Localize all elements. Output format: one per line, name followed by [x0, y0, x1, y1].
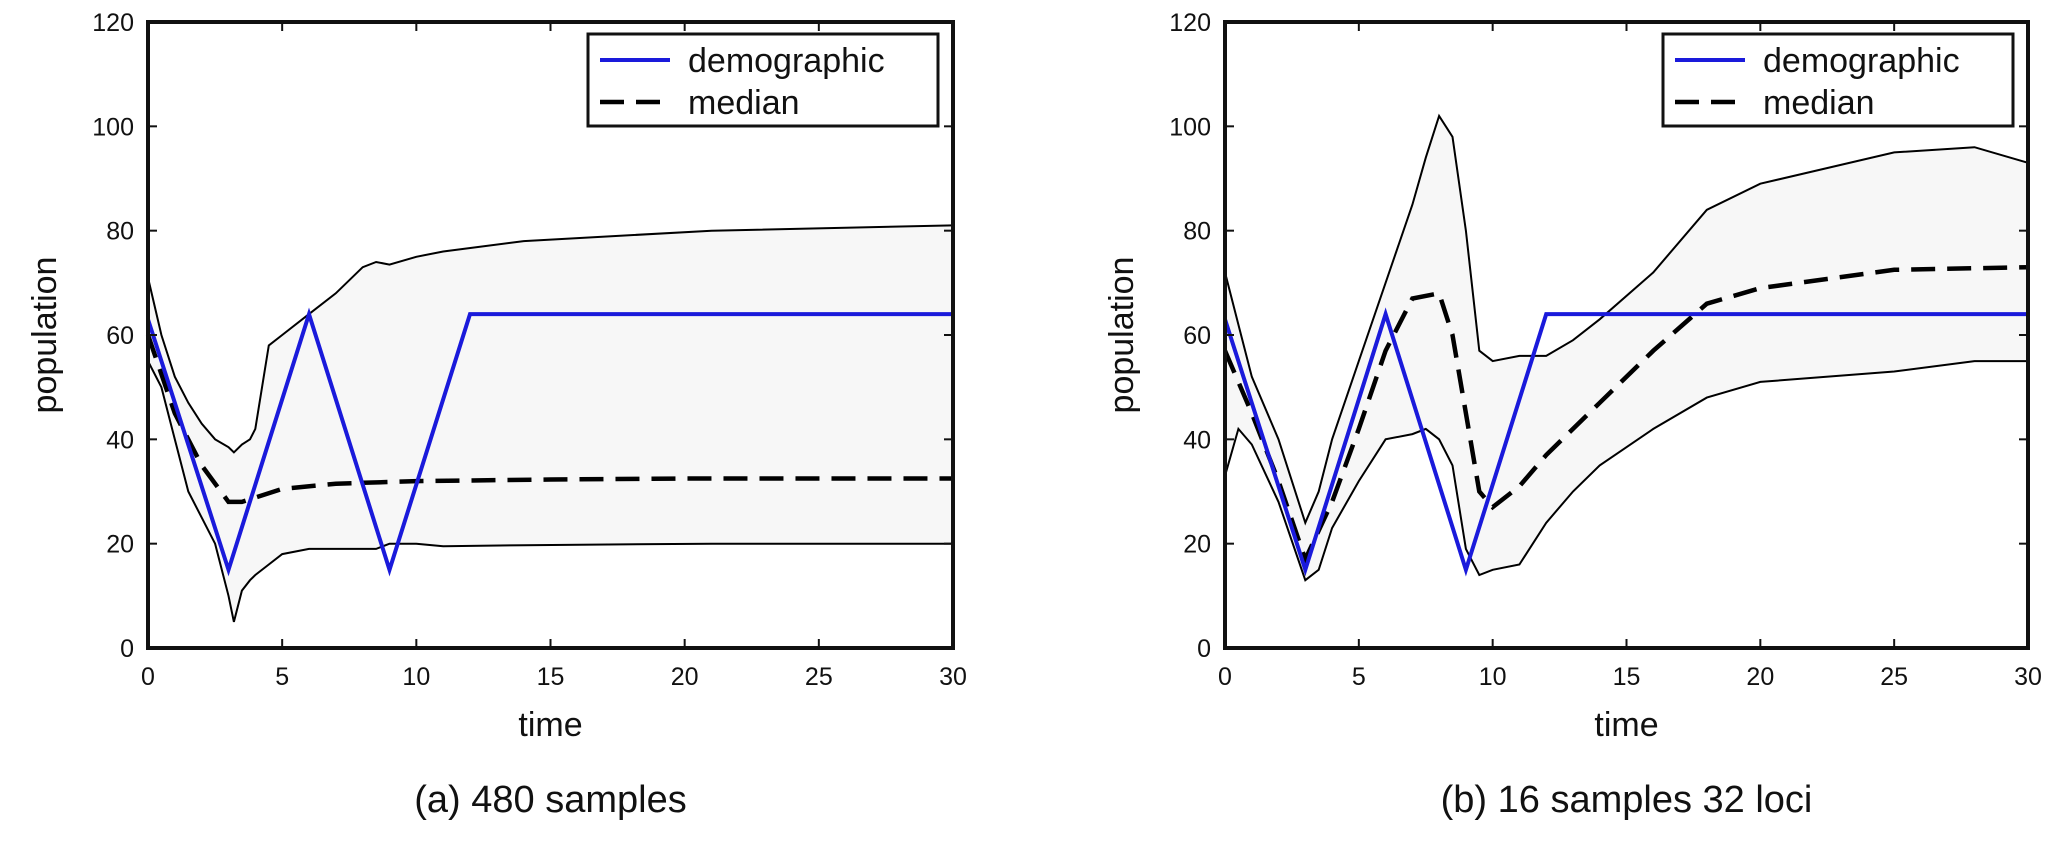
series-line-demographic	[1223, 307, 2028, 577]
x-tick-label: 25	[1880, 663, 1908, 691]
confidence-band	[1224, 113, 2029, 582]
y-tick-label: 80	[1183, 218, 1211, 246]
legend-label-median: median	[1763, 84, 1875, 122]
x-tick-label: 10	[1479, 663, 1507, 691]
figure-caption: (b) 16 samples 32 loci	[1441, 779, 1813, 821]
x-tick-label: 0	[141, 663, 155, 691]
x-tick-label: 15	[537, 663, 565, 691]
x-axis-label: time	[518, 706, 582, 744]
y-tick-label: 60	[106, 322, 134, 350]
legend: demographic median	[586, 32, 940, 128]
confidence-band	[147, 224, 954, 623]
y-tick-label: 120	[1169, 9, 1211, 37]
y-tick-label: 100	[92, 113, 134, 141]
series-group	[145, 307, 953, 577]
y-tick-label: 60	[1183, 322, 1211, 350]
band-lower-edge	[147, 360, 953, 623]
band-fill	[148, 225, 953, 622]
x-tick-label: 20	[671, 663, 699, 691]
band-lower-edge	[1224, 360, 2028, 582]
band-fill	[1225, 115, 2028, 581]
x-axis-label: time	[1594, 706, 1658, 744]
x-tick-label: 5	[275, 663, 289, 691]
legend-label-demographic: demographic	[688, 42, 885, 80]
legend-label-demographic: demographic	[1763, 42, 1960, 80]
y-tick-label: 40	[1183, 426, 1211, 454]
series-group	[1222, 264, 2029, 577]
legend-box	[1661, 32, 2015, 128]
y-tick-label: 100	[1169, 113, 1211, 141]
y-axis-label: population	[26, 257, 64, 414]
chart-panel-b: 0 5 10 15 20 25 30 0 20 40 60 80 100 120 time populat…	[1103, 9, 2042, 821]
x-tick-label: 0	[1218, 663, 1232, 691]
series-line-median	[145, 334, 953, 505]
legend-box	[586, 32, 940, 128]
y-tick-label: 0	[120, 635, 134, 663]
x-tick-label: 30	[2014, 663, 2042, 691]
band-upper-edge	[147, 224, 954, 454]
band-upper-edge	[1224, 113, 2029, 526]
y-tick-label: 20	[106, 531, 134, 559]
y-tick-label: 0	[1197, 635, 1211, 663]
y-tick-label: 40	[106, 426, 134, 454]
chart-panel-a: 0 5 10 15 20 25 30 0 20 40 60 80 100 120 time populat…	[26, 9, 967, 821]
y-tick-label: 120	[92, 9, 134, 37]
x-tick-label: 20	[1746, 663, 1774, 691]
legend: demographic median	[1661, 32, 2015, 128]
x-tick-label: 5	[1352, 663, 1366, 691]
axis-ticks: 0 5 10 15 20 25 30 0 20 40 60 80 100 120	[1169, 9, 2042, 691]
y-tick-label: 80	[106, 218, 134, 246]
axis-ticks: 0 5 10 15 20 25 30 0 20 40 60 80 100 120	[92, 9, 967, 691]
x-tick-label: 10	[402, 663, 430, 691]
legend-label-median: median	[688, 84, 800, 122]
figure-caption: (a) 480 samples	[414, 779, 686, 821]
series-line-demographic	[146, 307, 953, 577]
x-tick-label: 25	[805, 663, 833, 691]
x-tick-label: 15	[1613, 663, 1641, 691]
y-tick-label: 20	[1183, 531, 1211, 559]
x-tick-label: 30	[939, 663, 967, 691]
y-axis-label: population	[1103, 257, 1141, 414]
